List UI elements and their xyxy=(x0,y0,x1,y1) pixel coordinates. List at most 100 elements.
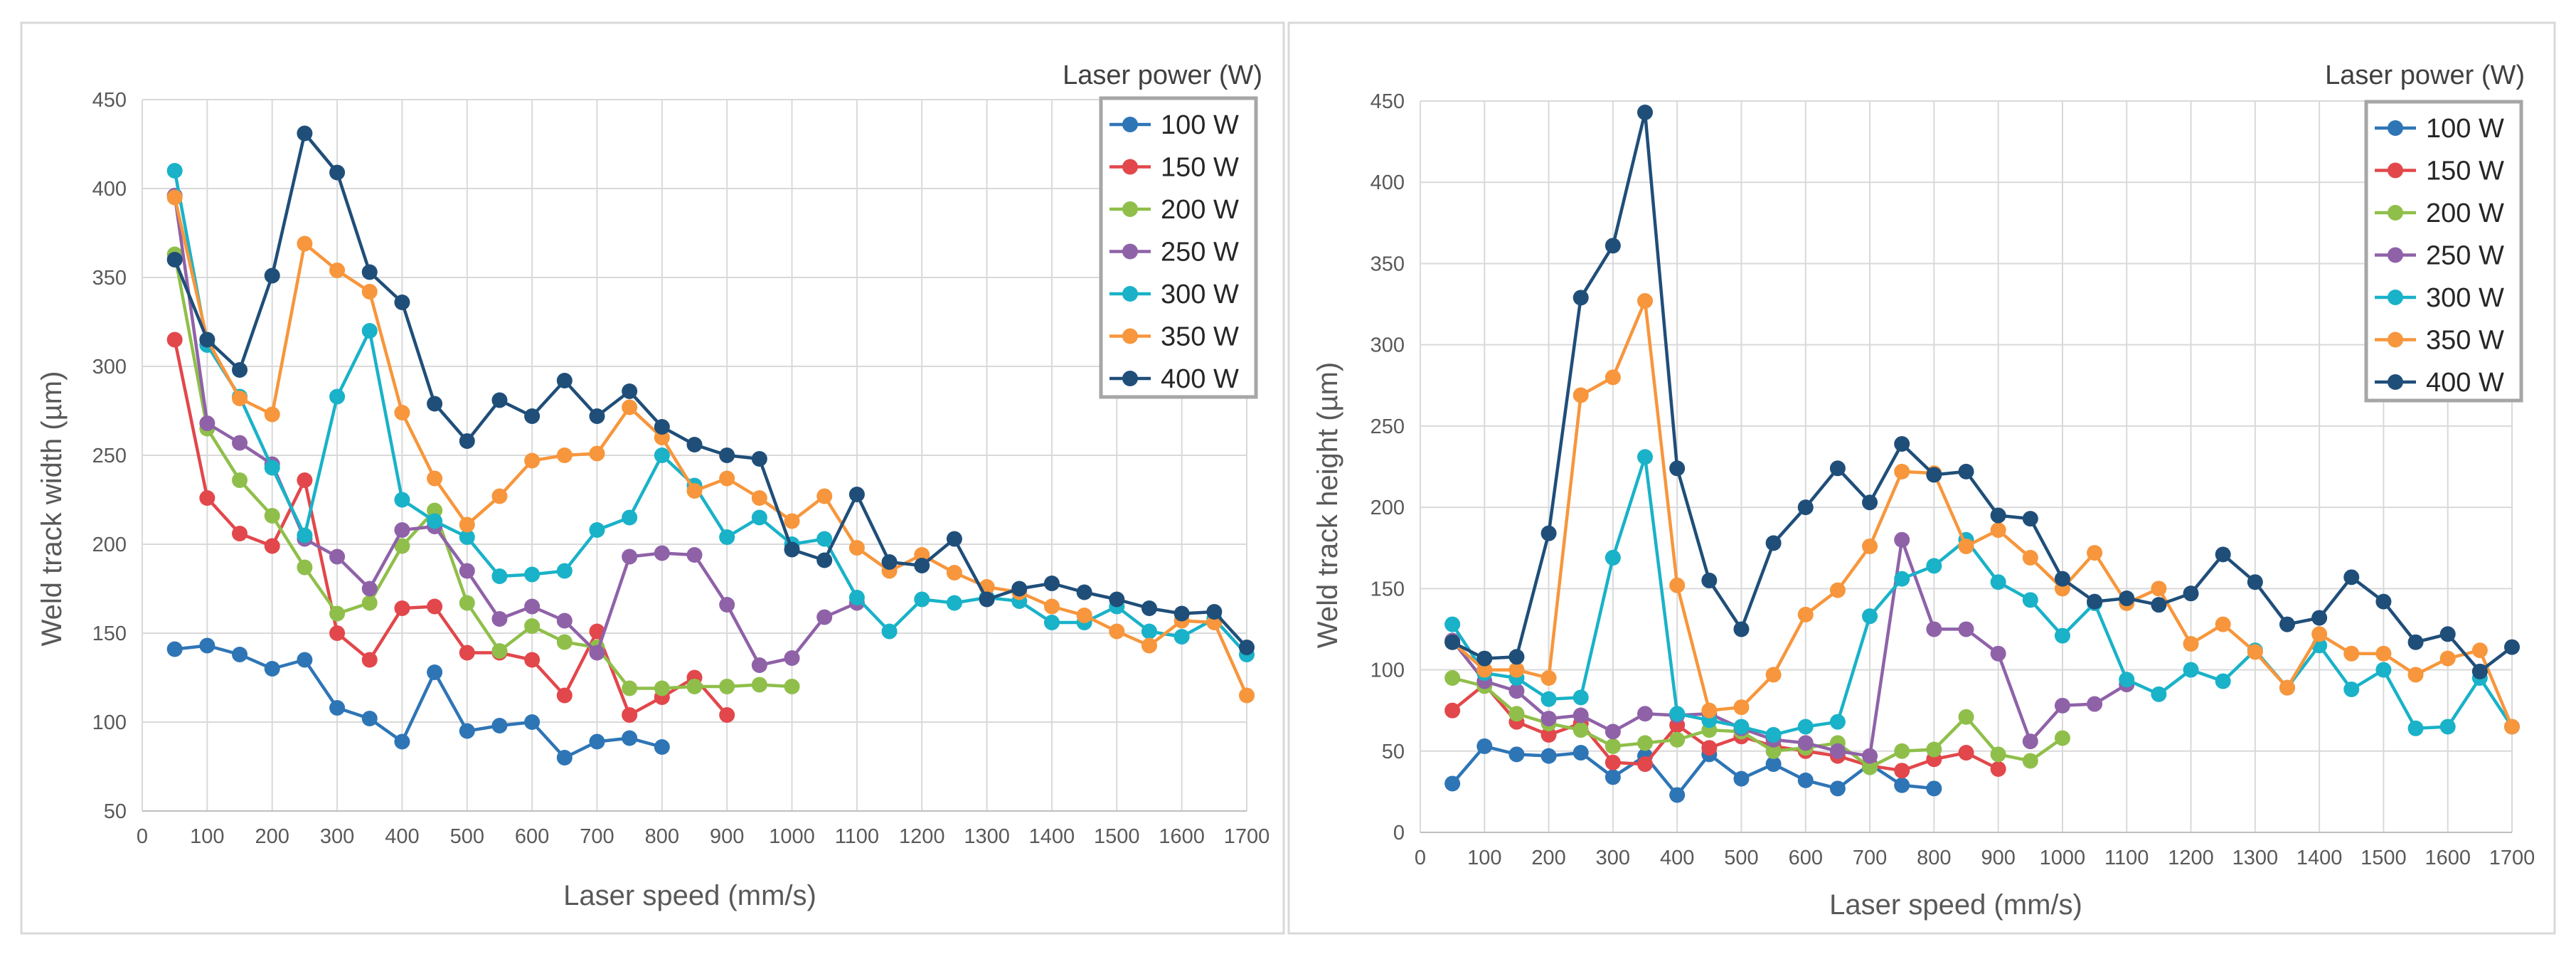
y-tick-label: 150 xyxy=(92,622,127,645)
series-line-100w xyxy=(174,644,663,760)
data-point xyxy=(394,492,410,508)
x-tick-label: 1700 xyxy=(1224,825,1270,848)
data-point xyxy=(166,332,183,348)
data-point xyxy=(589,645,605,661)
data-point xyxy=(2054,697,2070,714)
data-point xyxy=(297,652,313,668)
data-point xyxy=(1862,759,1878,775)
x-axis-title: Laser speed (mm/s) xyxy=(563,880,816,911)
x-tick-label: 1000 xyxy=(769,825,815,848)
x-tick-label: 800 xyxy=(1917,847,1951,869)
data-point xyxy=(459,433,475,449)
x-tick-label: 1700 xyxy=(2489,847,2535,869)
data-point xyxy=(719,679,735,694)
legend-swatch-marker xyxy=(1122,371,1138,386)
data-point xyxy=(1508,706,1525,722)
x-tick-label: 1100 xyxy=(2104,847,2149,869)
y-tick-label: 250 xyxy=(92,445,127,467)
data-point xyxy=(2279,679,2295,696)
data-point xyxy=(329,700,346,716)
data-point xyxy=(1733,719,1750,735)
legend-item-250w: 250 W xyxy=(1109,238,1239,267)
data-point xyxy=(1701,572,1718,588)
data-point xyxy=(1540,726,1557,743)
data-point xyxy=(2054,627,2070,644)
data-point xyxy=(2343,645,2360,662)
data-point xyxy=(1958,745,1974,761)
data-point xyxy=(1797,606,1814,622)
series-line-350w xyxy=(1451,299,2514,728)
data-point xyxy=(1894,763,1910,779)
data-point xyxy=(1862,748,1878,764)
data-point xyxy=(1894,531,1910,548)
data-point xyxy=(2087,696,2103,712)
data-point xyxy=(686,547,703,563)
data-point xyxy=(329,388,346,405)
data-point xyxy=(2022,549,2038,566)
data-point xyxy=(2087,593,2103,610)
legend-swatch-marker xyxy=(2388,374,2403,390)
data-point xyxy=(524,618,541,634)
data-point xyxy=(297,235,313,252)
data-point xyxy=(1206,604,1223,620)
data-point xyxy=(427,664,443,680)
data-point xyxy=(1141,600,1157,616)
x-tick-label: 1300 xyxy=(2232,847,2279,869)
data-point xyxy=(199,637,215,654)
legend-swatch-marker xyxy=(2388,120,2403,136)
x-tick-label: 1600 xyxy=(1159,825,1205,848)
x-tick-label: 500 xyxy=(1724,847,1758,869)
data-point xyxy=(166,163,183,179)
data-point xyxy=(622,383,638,399)
x-tick-label: 1500 xyxy=(2361,847,2407,869)
data-point xyxy=(1444,669,1461,686)
data-point xyxy=(329,605,346,622)
y-tick-label: 300 xyxy=(92,356,127,378)
data-point xyxy=(361,652,378,668)
legend-label: 300 W xyxy=(2426,283,2504,313)
data-point xyxy=(394,522,410,538)
data-point xyxy=(2183,636,2199,652)
data-point xyxy=(1894,777,1910,793)
data-point xyxy=(199,415,215,431)
data-point xyxy=(1958,621,1974,637)
y-tick-label: 100 xyxy=(92,711,127,734)
data-point xyxy=(2183,662,2199,678)
data-point xyxy=(394,538,410,554)
legend-title: Laser power (W) xyxy=(1063,60,1262,90)
x-tick-label: 1600 xyxy=(2425,847,2471,869)
data-point xyxy=(1894,571,1910,587)
data-point xyxy=(459,595,475,611)
legend-swatch-marker xyxy=(1122,243,1138,260)
data-point xyxy=(1141,637,1157,654)
data-point xyxy=(1958,709,1974,725)
data-point xyxy=(946,595,962,611)
data-point xyxy=(394,600,410,616)
data-point xyxy=(622,730,638,746)
data-point xyxy=(1637,104,1654,120)
data-point xyxy=(2504,719,2520,735)
data-point xyxy=(848,540,865,556)
chart-border xyxy=(1287,21,2556,935)
data-point xyxy=(2022,733,2038,750)
data-point xyxy=(459,645,475,661)
legend: 100 W 150 W 200 W 250 W 300 W 350 W 400 W xyxy=(2364,100,2523,403)
series-100w xyxy=(166,637,670,765)
data-point xyxy=(1926,558,1942,574)
data-point xyxy=(1076,584,1092,600)
data-point xyxy=(784,679,800,694)
data-point xyxy=(1701,702,1718,719)
series-layer xyxy=(1444,104,2520,803)
legend-label: 200 W xyxy=(1161,195,1239,225)
data-point xyxy=(1797,719,1814,735)
data-point xyxy=(264,267,280,284)
data-point xyxy=(232,647,248,662)
data-point xyxy=(848,590,865,605)
data-point xyxy=(686,483,703,499)
data-point xyxy=(1990,645,2006,662)
data-point xyxy=(1926,467,1942,483)
data-point xyxy=(2183,586,2199,602)
legend-swatch-marker xyxy=(2388,205,2403,221)
data-point xyxy=(1141,623,1157,640)
x-axis-title: Laser speed (mm/s) xyxy=(1829,889,2082,921)
